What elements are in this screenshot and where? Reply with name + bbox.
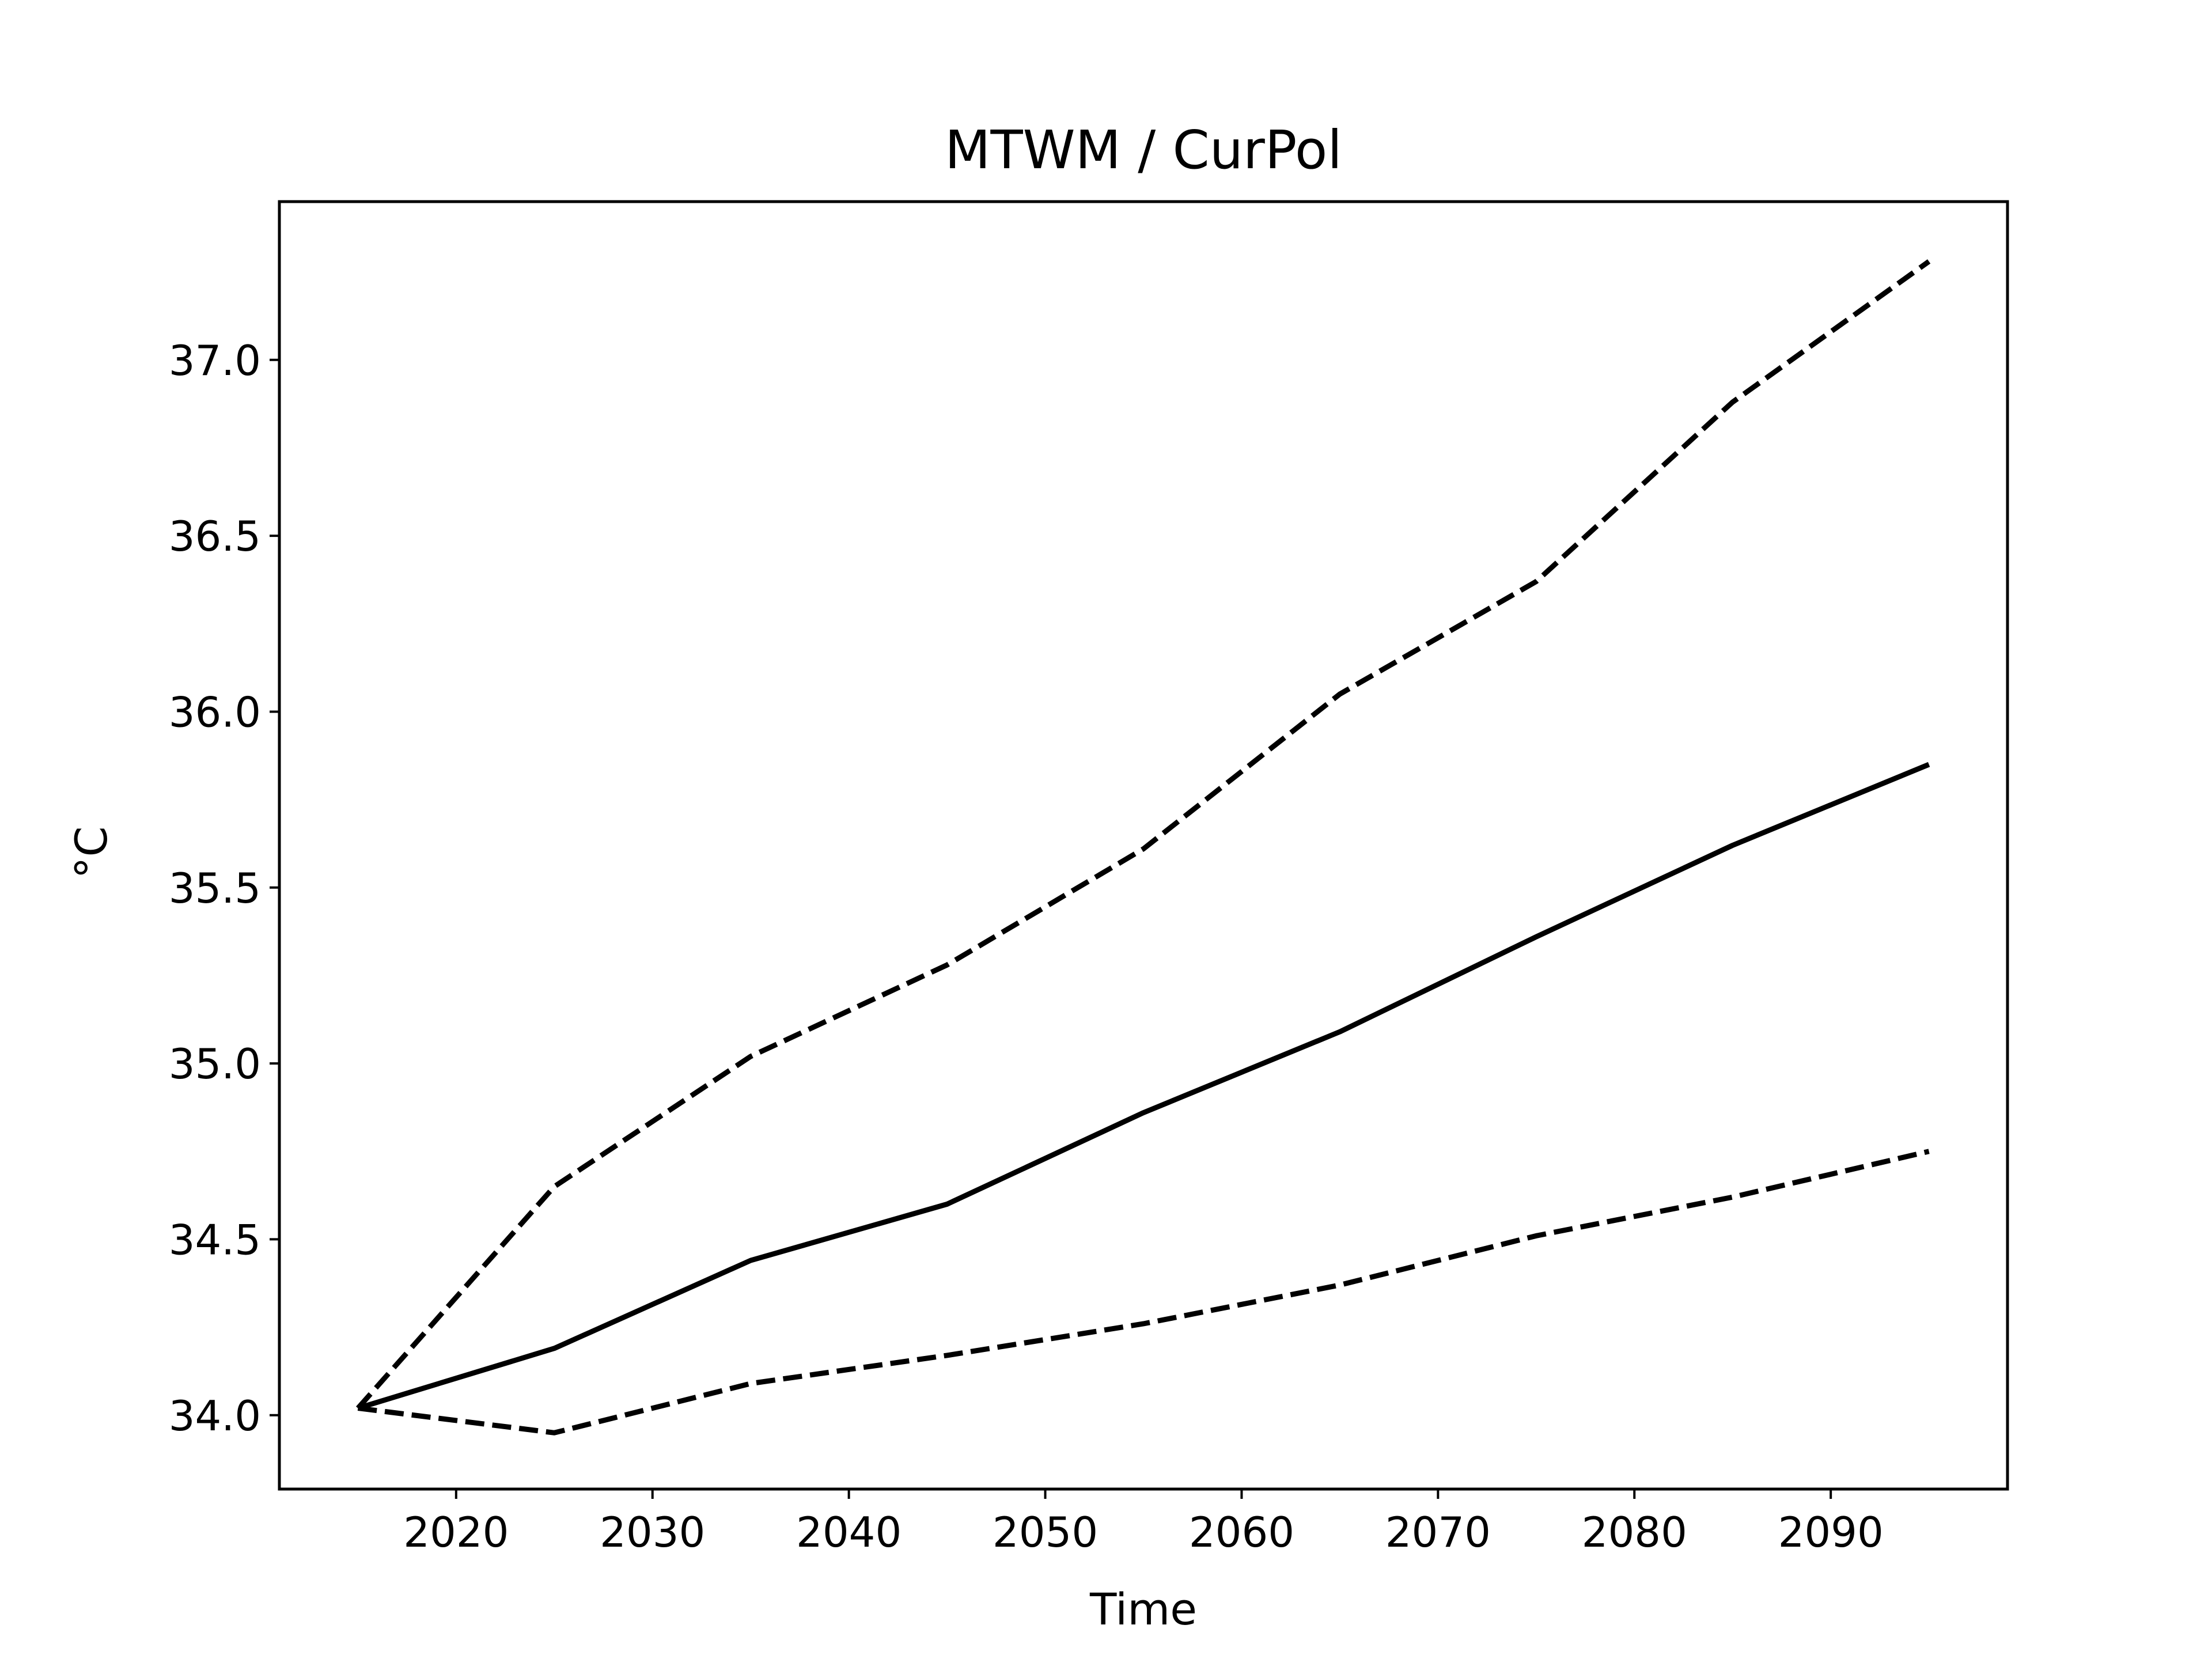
x-tick-label: 2080 — [1582, 1508, 1687, 1556]
x-tick-label: 2030 — [600, 1508, 705, 1556]
upper-bound-line — [355, 259, 1931, 1410]
y-tick-label: 37.0 — [169, 336, 261, 385]
median-line — [357, 762, 1930, 1411]
y-tick-label: 34.5 — [169, 1215, 261, 1264]
chart-title: MTWM / CurPol — [945, 119, 1342, 181]
lower-bound-line — [357, 1149, 1930, 1435]
y-tick-label: 36.0 — [169, 688, 261, 736]
y-tick-label: 36.5 — [169, 512, 261, 560]
x-tick-label: 2050 — [993, 1508, 1098, 1556]
x-tick-label: 2040 — [796, 1508, 902, 1556]
series-lines — [355, 259, 1931, 1435]
y-tick-label: 35.5 — [169, 864, 261, 912]
x-tick-label: 2060 — [1189, 1508, 1294, 1556]
y-tick-label: 35.0 — [169, 1040, 261, 1088]
x-axis-ticks: 2020 2030 2040 2050 2060 2070 2080 2090 — [403, 1489, 1884, 1556]
y-tick-label: 34.0 — [169, 1392, 261, 1440]
x-tick-label: 2090 — [1778, 1508, 1884, 1556]
y-axis-ticks: 34.0 34.5 35.0 35.5 36.0 36.5 37.0 — [169, 336, 279, 1440]
x-tick-label: 2020 — [403, 1508, 509, 1556]
plot-frame — [278, 200, 2009, 1491]
x-axis-label: Time — [1089, 1584, 1197, 1635]
y-axis-label: °C — [66, 826, 117, 878]
x-tick-label: 2070 — [1385, 1508, 1491, 1556]
